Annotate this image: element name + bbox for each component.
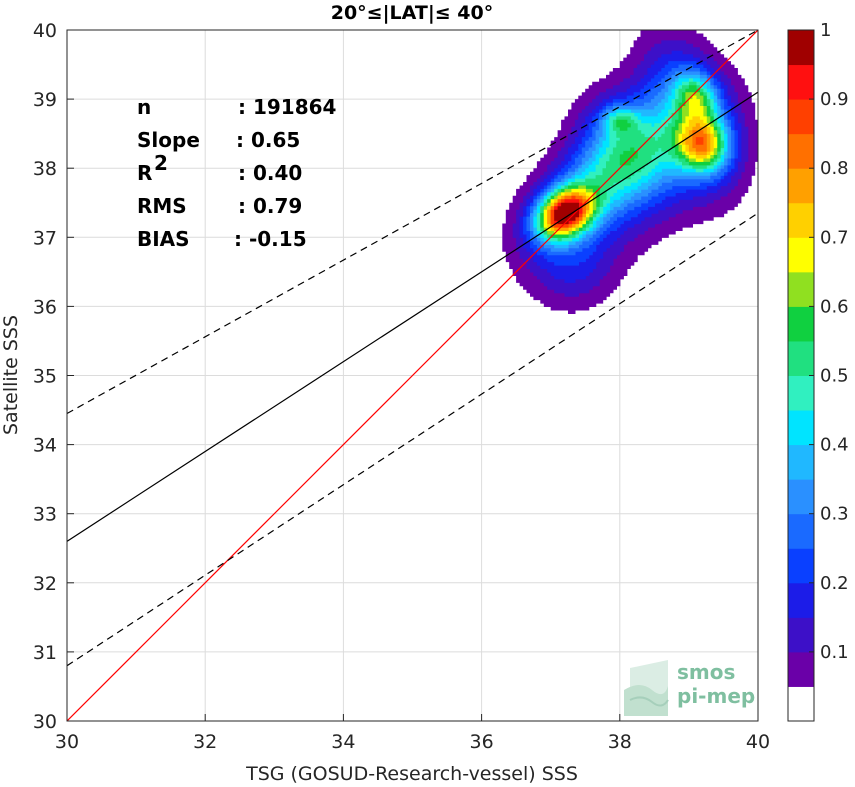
y-tick-label: 39 [33, 89, 57, 111]
x-tick-label: 34 [331, 731, 355, 753]
stat-label-superscript: 2 [154, 151, 168, 175]
colorbar-segment [788, 271, 814, 307]
y-tick-label: 35 [33, 366, 57, 388]
stat-value: : -0.15 [234, 227, 307, 251]
y-tick-label: 40 [33, 20, 57, 42]
colorbar-segment [788, 548, 814, 584]
colorbar-tick-label: 0.9 [820, 89, 849, 110]
colorbar-segment [788, 306, 814, 342]
colorbar-segment [788, 582, 814, 618]
lower-bound-line [67, 212, 758, 667]
logo-text-pimep: pi-mep [677, 684, 755, 708]
chart-title: 20°≤|LAT|≤ 40° [331, 2, 494, 24]
colorbar-segment [788, 340, 814, 376]
colorbar-segment [788, 237, 814, 273]
y-tick-label: 31 [33, 642, 57, 664]
colorbar-segment [788, 686, 814, 722]
colorbar-tick-label: 0.5 [820, 366, 849, 387]
stat-value: : 0.40 [238, 161, 302, 185]
contour-level-15 [547, 123, 711, 231]
identity-line [67, 30, 758, 721]
stat-label: n [137, 95, 151, 119]
colorbar-segment [788, 410, 814, 446]
stat-label: RMS [137, 194, 187, 218]
colorbar-segment [788, 651, 814, 687]
colorbar-tick-label: 0.6 [820, 296, 849, 317]
logo-waves-icon [624, 660, 669, 716]
contour-level-19 [554, 202, 579, 225]
y-tick-label: 30 [33, 711, 57, 733]
colorbar-segment [788, 30, 814, 66]
colorbar-segment [788, 133, 814, 169]
stat-value: : 191864 [238, 95, 336, 119]
y-tick-label: 33 [33, 504, 57, 526]
colorbar-segment [788, 168, 814, 204]
y-tick-label: 37 [33, 227, 57, 249]
y-tick-label: 34 [33, 435, 57, 457]
logo-text-smos: smos [677, 660, 735, 684]
colorbar-tick-label: 0.7 [820, 227, 849, 248]
stat-label: R [137, 161, 152, 185]
colorbar-tick-label: 0.2 [820, 573, 849, 594]
colorbar-segment [788, 513, 814, 549]
y-tick-label: 38 [33, 158, 57, 180]
colorbar-tick-label: 0.4 [820, 435, 849, 456]
regression-line [67, 91, 758, 542]
y-tick-label: 36 [33, 296, 57, 318]
colorbar-segment [788, 64, 814, 100]
x-tick-label: 40 [746, 731, 770, 753]
colorbar-segment [788, 444, 814, 480]
stats-box: n : 191864 Slope : 0.65 R 2 : 0.40 RMS : 0.79 BIA… [137, 95, 336, 251]
density-contours [502, 30, 758, 314]
x-tick-label: 30 [55, 731, 79, 753]
stat-value: : 0.79 [238, 194, 302, 218]
colorbar-segment [788, 375, 814, 411]
reference-lines [67, 30, 758, 721]
colorbar-tick-label: 1 [820, 20, 831, 41]
y-tick-label: 32 [33, 573, 57, 595]
colorbar-segment [788, 202, 814, 238]
stat-label: Slope [137, 128, 200, 152]
x-tick-label: 32 [193, 731, 217, 753]
stat-value: : 0.65 [236, 128, 300, 152]
colorbar-segment [788, 617, 814, 653]
colorbar-segment [788, 479, 814, 515]
x-tick-label: 36 [470, 731, 494, 753]
y-axis-label: Satellite SSS [0, 315, 22, 435]
colorbar-tick-label: 0.1 [820, 642, 849, 663]
x-axis-label: TSG (GOSUD-Research-vessel) SSS [245, 763, 578, 785]
x-tick-label: 38 [608, 731, 632, 753]
stat-label: BIAS [137, 227, 190, 251]
colorbar-tick-label: 0.8 [820, 158, 849, 179]
axis-ticks: 30 32 34 36 38 40 30 31 32 33 34 35 36 37 38 39 40 [33, 20, 770, 753]
colorbar: 0.1 0.2 0.3 0.4 0.5 0.6 0.7 0.8 0.9 1 [787, 20, 849, 722]
logo: smos pi-mep [624, 660, 755, 716]
colorbar-segment [788, 99, 814, 135]
colorbar-tick-label: 0.3 [820, 504, 849, 525]
